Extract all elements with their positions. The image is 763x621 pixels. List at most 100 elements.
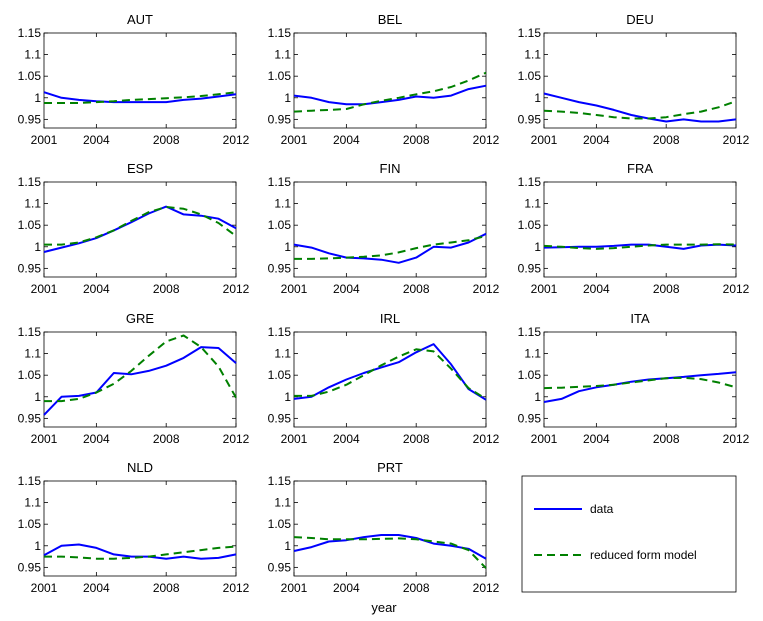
y-tick-label: 1 — [284, 91, 291, 105]
y-tick-label: 1.1 — [274, 48, 291, 62]
x-tick-label: 2001 — [531, 133, 558, 147]
axes-box-aut — [43, 32, 237, 129]
x-tick-label: 2008 — [653, 133, 680, 147]
y-tick-label: 1.15 — [268, 26, 292, 40]
y-tick-label: 1.1 — [24, 347, 41, 361]
panel-title-nld: NLD — [127, 460, 153, 475]
y-tick-label: 0.95 — [518, 112, 542, 126]
axes-box-prt — [293, 480, 487, 577]
series-line-model-bel — [293, 71, 487, 113]
y-tick-label: 1.1 — [24, 496, 41, 510]
y-tick-label: 1 — [284, 539, 291, 553]
x-tick-label: 2008 — [403, 581, 430, 595]
y-tick-label: 1.05 — [268, 368, 292, 382]
series-line-model-irl — [294, 348, 487, 400]
x-tick-label: 2004 — [83, 581, 110, 595]
y-tick-label: 1.1 — [524, 347, 541, 361]
x-tick-label: 2008 — [403, 282, 430, 296]
x-axis-label: year — [371, 600, 397, 615]
x-tick-label: 2001 — [281, 282, 308, 296]
series-line-data-aut — [43, 91, 237, 104]
x-tick-label: 2001 — [31, 432, 58, 446]
x-tick-label: 2001 — [31, 581, 58, 595]
series-line-model-nld — [44, 545, 237, 560]
y-tick-label: 1.15 — [18, 474, 42, 488]
y-tick-label: 0.95 — [268, 112, 292, 126]
y-tick-label: 1.05 — [18, 69, 42, 83]
panel-title-prt: PRT — [377, 460, 403, 475]
series-line-model-deu — [543, 100, 737, 120]
y-tick-label: 1.15 — [268, 175, 292, 189]
y-tick-label: 1.15 — [18, 325, 42, 339]
panel-bel: BEL 0.95 1 1.05 1.1 1.15 2001 2004 2008 2012 — [268, 12, 500, 147]
series-line-model-ita — [543, 376, 737, 390]
y-tick-label: 0.95 — [268, 411, 292, 425]
x-tick-label: 2004 — [583, 282, 610, 296]
y-tick-label: 1.1 — [274, 197, 291, 211]
y-tick-label: 1 — [284, 240, 291, 254]
x-tick-label: 2008 — [653, 282, 680, 296]
panel-title-fin: FIN — [380, 161, 401, 176]
axes-box-gre — [43, 331, 237, 428]
y-tick-label: 1.15 — [268, 474, 292, 488]
panel-nld: NLD 0.95 1 1.05 1.1 1.15 2001 2004 2008 2012 — [18, 460, 250, 595]
y-tick-label: 1.1 — [24, 48, 41, 62]
legend-label-model: reduced form model — [590, 548, 697, 562]
panel-title-irl: IRL — [380, 311, 400, 326]
y-tick-label: 1.1 — [274, 347, 291, 361]
axes-box-bel — [293, 32, 487, 129]
x-tick-label: 2012 — [473, 133, 500, 147]
panel-fin: FIN 0.95 1 1.05 1.1 1.15 2001 2004 2008 2012 — [268, 161, 500, 296]
x-tick-label: 2008 — [153, 282, 180, 296]
y-tick-label: 1.1 — [274, 496, 291, 510]
x-tick-label: 2004 — [333, 432, 360, 446]
y-tick-label: 1 — [284, 390, 291, 404]
x-tick-label: 2012 — [473, 581, 500, 595]
x-tick-label: 2012 — [223, 282, 250, 296]
panel-fra: FRA 0.95 1 1.05 1.1 1.15 2001 2004 2008 2012 — [518, 161, 750, 296]
y-tick-label: 1 — [34, 240, 41, 254]
x-tick-label: 2004 — [583, 432, 610, 446]
series-line-data-prt — [293, 534, 487, 560]
panel-ita: ITA 0.95 1 1.05 1.1 1.15 2001 2004 2008 2012 — [518, 311, 750, 446]
axes-box-nld — [43, 480, 237, 577]
x-tick-label: 2012 — [223, 133, 250, 147]
x-tick-label: 2001 — [281, 432, 308, 446]
panel-title-ita: ITA — [630, 311, 650, 326]
x-tick-label: 2008 — [153, 133, 180, 147]
x-tick-label: 2012 — [723, 133, 750, 147]
series-line-data-esp — [43, 205, 237, 253]
x-tick-label: 2001 — [281, 581, 308, 595]
x-tick-label: 2012 — [723, 432, 750, 446]
x-tick-label: 2004 — [583, 133, 610, 147]
y-tick-label: 1 — [534, 240, 541, 254]
y-tick-label: 1.05 — [18, 218, 42, 232]
y-tick-label: 1.15 — [268, 325, 292, 339]
series-line-model-gre — [44, 334, 237, 403]
legend: data reduced form model — [521, 475, 737, 593]
x-tick-label: 2004 — [83, 133, 110, 147]
panels-group: AUT 0.95 1 1.05 1.1 1.15 2001 2004 2008 2012 BEL 0.… — [18, 12, 750, 595]
y-tick-label: 1.05 — [268, 218, 292, 232]
x-tick-label: 2001 — [31, 282, 58, 296]
panel-esp: ESP 0.95 1 1.05 1.1 1.15 2001 2004 2008 2012 — [18, 161, 250, 296]
axes-box-fra — [543, 181, 737, 278]
y-tick-label: 0.95 — [18, 261, 42, 275]
series-line-data-fin — [293, 232, 487, 264]
x-tick-label: 2012 — [473, 432, 500, 446]
y-tick-label: 0.95 — [18, 560, 42, 574]
series-line-data-gre — [43, 346, 237, 416]
series-line-data-deu — [543, 92, 737, 123]
x-tick-label: 2004 — [83, 432, 110, 446]
axes-box-fin — [293, 181, 487, 278]
series-line-data-irl — [293, 343, 487, 401]
y-tick-label: 0.95 — [518, 261, 542, 275]
panel-title-aut: AUT — [127, 12, 153, 27]
y-tick-label: 1.15 — [18, 175, 42, 189]
y-tick-label: 0.95 — [18, 112, 42, 126]
y-tick-label: 1 — [34, 91, 41, 105]
y-tick-label: 1.15 — [518, 325, 542, 339]
x-tick-label: 2012 — [223, 581, 250, 595]
y-tick-label: 1.1 — [524, 197, 541, 211]
